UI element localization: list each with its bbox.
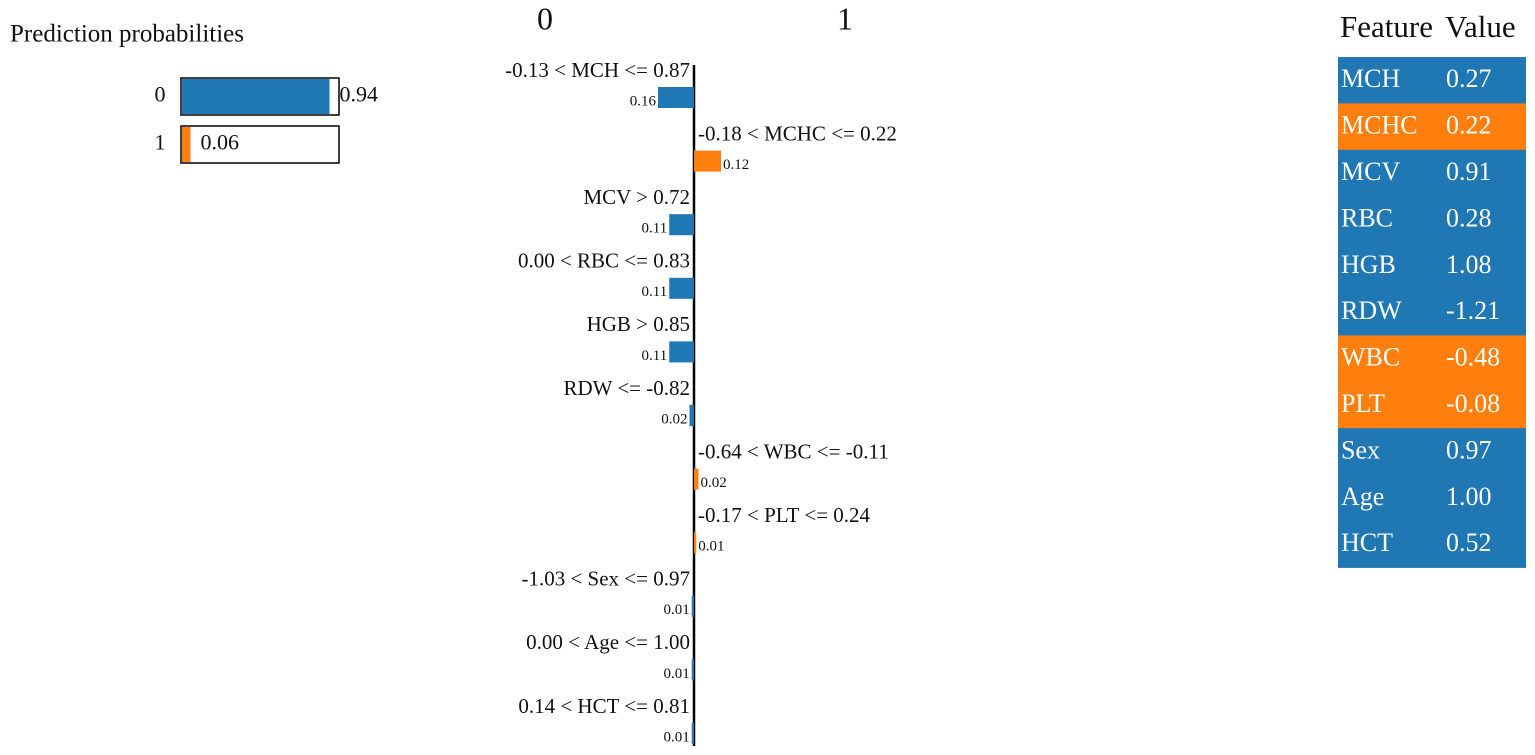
rule-label: RDW <= -0.82: [563, 376, 690, 400]
class-header: 0: [537, 0, 553, 36]
weight-bar: [669, 277, 694, 299]
table-cell: 0.28: [1446, 203, 1492, 232]
weight-label: 0.01: [664, 666, 690, 682]
rule-label: 0.14 < HCT <= 0.81: [518, 694, 690, 718]
table-cell: HCT: [1341, 528, 1393, 557]
prob-value: 0.06: [200, 130, 239, 155]
table-cell: MCHC: [1341, 111, 1418, 140]
table-header: Value: [1445, 9, 1516, 44]
table-cell: MCH: [1341, 64, 1400, 93]
weight-bar: [694, 532, 697, 554]
table-cell: RBC: [1341, 203, 1393, 232]
weight-bar: [694, 150, 721, 172]
rule-label: -0.64 < WBC <= -0.11: [698, 439, 889, 463]
table-cell: 1.00: [1446, 482, 1492, 511]
table-row: [1338, 521, 1526, 568]
table-cell: Sex: [1341, 435, 1380, 464]
table-cell: MCV: [1341, 157, 1400, 186]
rule-label: MCV > 0.72: [583, 185, 690, 209]
table-cell: 0.97: [1446, 435, 1492, 464]
chart-title: Prediction probabilities: [10, 21, 244, 48]
weight-label: 0.01: [664, 602, 690, 618]
rule-label: -0.13 < MCH <= 0.87: [505, 58, 690, 82]
table-row: [1338, 428, 1526, 476]
table-cell: -0.48: [1446, 343, 1500, 372]
weight-bar: [694, 468, 699, 490]
table-row: [1338, 57, 1526, 104]
table-row: [1338, 196, 1526, 244]
weight-bar: [669, 214, 694, 236]
weight-bar: [691, 723, 694, 744]
table-row: [1338, 149, 1526, 197]
table-row: [1338, 474, 1526, 522]
prob-bar: [182, 127, 191, 162]
table-cell: -1.21: [1446, 296, 1500, 325]
prob-value: 0.94: [340, 82, 379, 107]
table-cell: RDW: [1341, 296, 1402, 325]
table-cell: 1.08: [1446, 250, 1492, 279]
table-cell: 0.27: [1446, 64, 1492, 93]
table-row: [1338, 103, 1526, 151]
weight-bar: [691, 659, 694, 681]
rule-label: HGB > 0.85: [587, 312, 690, 336]
table-cell: HGB: [1341, 250, 1396, 279]
class-label: 1: [155, 130, 166, 155]
table-cell: PLT: [1341, 389, 1385, 418]
weight-label: 0.01: [664, 729, 690, 745]
weight-label: 0.11: [642, 221, 668, 237]
table-row: [1338, 242, 1526, 290]
table-row: [1338, 381, 1526, 429]
weight-label: 0.11: [642, 284, 668, 300]
table-row: [1338, 289, 1526, 336]
prob-box: [180, 125, 340, 164]
weight-bar: [658, 87, 694, 108]
weight-label: 0.01: [698, 539, 724, 555]
weight-label: 0.16: [630, 93, 657, 109]
weight-label: 0.11: [642, 348, 668, 364]
rule-label: -0.17 < PLT <= 0.24: [698, 503, 871, 527]
rule-label: 0.00 < Age <= 1.00: [526, 630, 690, 654]
table-row: [1338, 335, 1526, 383]
rule-label: 0.00 < RBC <= 0.83: [518, 249, 690, 273]
weight-label: 0.12: [723, 157, 749, 173]
rule-label: -1.03 < Sex <= 0.97: [521, 567, 690, 591]
table-cell: 0.22: [1446, 111, 1492, 140]
table-cell: 0.91: [1446, 157, 1492, 186]
weight-bar: [689, 405, 694, 426]
class-header: 1: [837, 0, 853, 36]
weight-bar: [691, 595, 694, 617]
table-cell: WBC: [1341, 343, 1400, 372]
weight-label: 0.02: [661, 411, 687, 427]
weight-label: 0.02: [701, 475, 727, 491]
table-cell: Age: [1341, 482, 1384, 511]
class-label: 0: [155, 82, 166, 107]
prob-box: [180, 77, 340, 116]
prob-bar: [182, 79, 330, 114]
rule-label: -0.18 < MCHC <= 0.22: [698, 121, 897, 145]
table-cell: 0.52: [1446, 528, 1492, 557]
table-header: Feature: [1340, 9, 1433, 44]
table-cell: -0.08: [1446, 389, 1500, 418]
weight-bar: [669, 341, 694, 363]
